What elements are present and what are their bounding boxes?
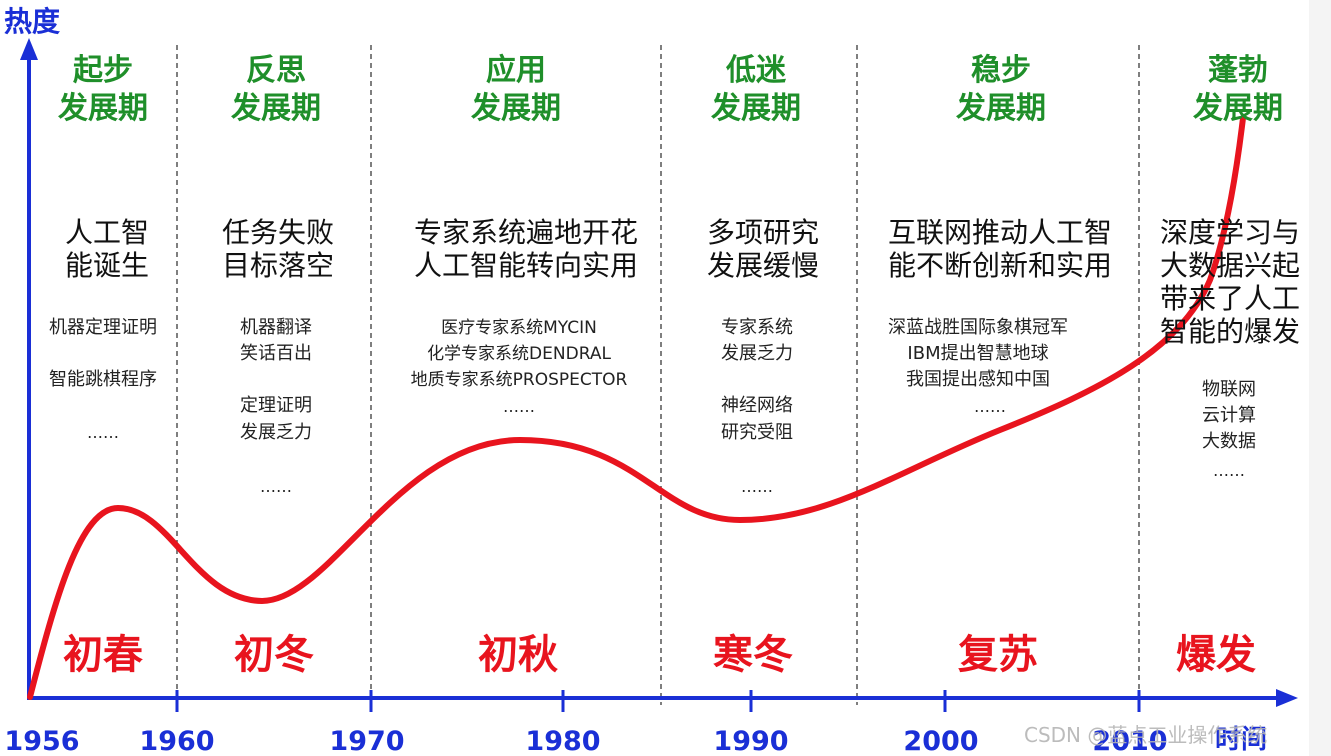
period-5: 稳步 发展期 互联网推动人工智 能不断创新和实用 深蓝战胜国际象棋冠军 IBM提… [888,53,1112,678]
period-detail: 笑话百出 [240,343,312,364]
period-event: 深度学习与 [1160,216,1300,249]
y-axis-label: 热度 [4,5,60,38]
trend-curve [27,115,1246,700]
period-title: 蓬勃 [1208,53,1268,88]
period-event: 人工智 [65,216,149,249]
period-detail: IBM提出智慧地球 [907,343,1048,364]
period-event: 带来了人工 [1160,282,1300,315]
period-detail: 智能跳棋程序 [49,369,157,390]
y-axis-arrow-icon [20,38,38,60]
period-2: 反思 发展期 任务失败 目标落空 机器翻译 笑话百出 定理证明 发展乏力 …… … [222,53,334,678]
season-label: 爆发 [1176,632,1256,678]
period-event: 互联网推动人工智 [888,216,1112,249]
period-detail: 物联网 [1202,379,1256,400]
period-event: 发展缓慢 [707,249,819,282]
period-event: 多项研究 [707,216,819,249]
period-event: 能诞生 [65,249,149,282]
x-axis-label: 时间 [1215,725,1267,755]
period-event: 目标落空 [222,249,334,282]
period-event: 任务失败 [222,216,334,249]
period-title: 发展期 [230,91,321,126]
season-label: 初春 [63,632,143,678]
period-title: 发展期 [1192,91,1283,126]
axes [20,38,1298,707]
period-3: 应用 发展期 专家系统遍地开花 人工智能转向实用 医疗专家系统MYCIN 化学专… [411,53,638,678]
season-label: 初冬 [234,632,314,678]
tick-label: 1956 [4,726,79,756]
period-title: 应用 [486,53,546,88]
season-label: 复苏 [958,632,1038,678]
period-detail: 医疗专家系统MYCIN [441,318,597,338]
period-detail: …… [503,397,535,416]
period-detail: 发展乏力 [240,422,312,443]
x-tick-labels: 1956 1960 1970 1980 1990 2000 2010 [4,726,1167,756]
period-event: 智能的爆发 [1160,315,1300,348]
period-detail: 化学专家系统DENDRAL [427,344,611,364]
period-detail: …… [741,477,773,496]
x-axis-arrow-icon [1276,689,1298,707]
tick-label: 1980 [525,726,600,756]
period-event: 大数据兴起 [1160,249,1300,282]
period-title: 发展期 [57,91,148,126]
period-detail: 云计算 [1202,405,1256,426]
period-detail: …… [87,423,119,442]
period-event: 人工智能转向实用 [414,249,638,282]
watermark: CSDN @蓝点工业操作系统 [1024,723,1267,747]
tick-label: 2000 [903,726,978,756]
period-title: 稳步 [971,53,1031,88]
period-4: 低迷 发展期 多项研究 发展缓慢 专家系统 发展乏力 神经网络 研究受阻 …… … [707,53,819,678]
period-detail: 大数据 [1202,431,1256,452]
period-detail: …… [1213,461,1245,480]
x-ticks [175,690,1141,712]
period-detail: 定理证明 [240,395,312,416]
period-detail: 机器翻译 [240,317,312,338]
tick-label: 1970 [329,726,404,756]
tick-label: 2010 [1092,726,1167,756]
period-title: 低迷 [725,53,787,88]
period-detail: 发展乏力 [721,343,793,364]
period-title: 发展期 [470,91,561,126]
period-1: 起步 发展期 人工智 能诞生 机器定理证明 智能跳棋程序 …… 初春 [49,53,157,678]
period-title: 发展期 [955,91,1046,126]
period-6: 蓬勃 发展期 深度学习与 大数据兴起 带来了人工 智能的爆发 物联网 云计算 大… [1160,53,1300,678]
period-detail: 专家系统 [721,317,793,338]
period-detail: …… [974,397,1006,416]
season-label: 初秋 [478,632,558,678]
period-detail: 地质专家系统PROSPECTOR [411,370,628,390]
period-event: 专家系统遍地开花 [414,216,638,249]
tick-label: 1990 [713,726,788,756]
period-title: 发展期 [710,91,801,126]
period-dividers [176,45,1140,705]
period-detail: …… [260,477,292,496]
period-detail: 神经网络 [721,395,793,416]
right-edge-band [1309,0,1331,756]
period-title: 反思 [246,53,306,88]
tick-label: 1960 [139,726,214,756]
period-title: 起步 [73,53,133,88]
period-detail: 深蓝战胜国际象棋冠军 [888,317,1068,338]
period-event: 能不断创新和实用 [888,249,1112,282]
season-label: 寒冬 [713,632,793,678]
period-detail: 机器定理证明 [49,317,157,338]
period-detail: 研究受阻 [721,422,793,443]
period-detail: 我国提出感知中国 [906,369,1050,390]
